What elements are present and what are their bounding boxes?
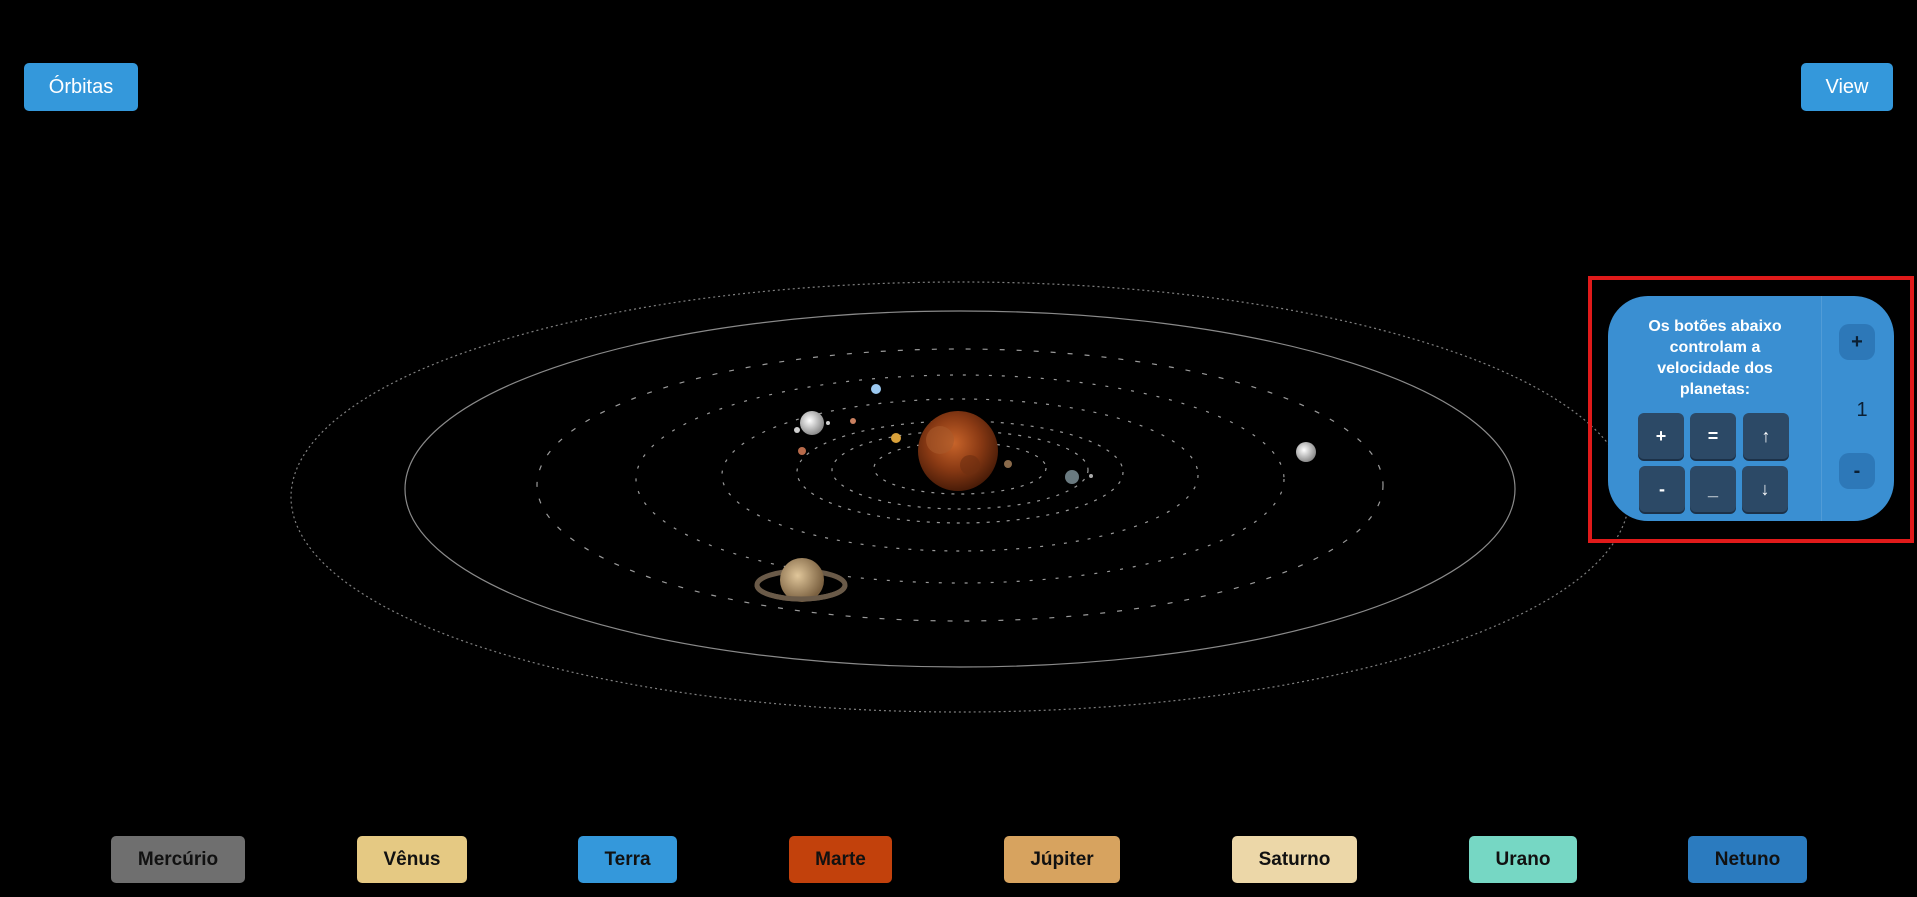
- decrease-speed-button[interactable]: -: [1839, 453, 1875, 489]
- moon: [826, 421, 830, 425]
- planet-button-uranus[interactable]: Urano: [1469, 836, 1577, 883]
- neptune: [1296, 442, 1316, 462]
- speed-description: Os botões abaixo controlam a velocidade …: [1648, 318, 1782, 398]
- planet-button-neptune[interactable]: Netuno: [1688, 836, 1807, 883]
- planet-button-saturn[interactable]: Saturno: [1232, 836, 1357, 883]
- planet-button-earth[interactable]: Terra: [578, 836, 677, 883]
- planet: [794, 427, 800, 433]
- orbits-button[interactable]: Órbitas: [24, 63, 138, 111]
- speed-value: 1: [1856, 399, 1868, 421]
- key-equals[interactable]: =: [1690, 413, 1736, 459]
- orbit-ring: [290, 281, 1630, 713]
- orbit-ring: [536, 348, 1384, 622]
- key-arrow-up[interactable]: ↑: [1743, 413, 1789, 459]
- planet-button-mars[interactable]: Marte: [789, 836, 892, 883]
- orbit-ring: [721, 398, 1199, 552]
- orbit-ring: [635, 374, 1285, 584]
- venus: [891, 433, 901, 443]
- uranus: [871, 384, 881, 394]
- planet-button-venus[interactable]: Vênus: [357, 836, 467, 883]
- panel-divider: [1821, 296, 1822, 521]
- moon: [1089, 474, 1093, 478]
- planet-button-mercury[interactable]: Mercúrio: [111, 836, 245, 883]
- planet: [850, 418, 856, 424]
- key-minus[interactable]: -: [1639, 466, 1685, 512]
- saturn: [754, 558, 848, 602]
- increase-speed-button[interactable]: +: [1839, 324, 1875, 360]
- orbit-ring: [404, 310, 1516, 668]
- mercury: [1004, 460, 1012, 468]
- mars: [798, 447, 806, 455]
- key-underscore[interactable]: _: [1690, 466, 1736, 512]
- planet-button-jupiter[interactable]: Júpiter: [1004, 836, 1120, 883]
- orbit-ring: [796, 420, 1124, 524]
- sun: [918, 411, 998, 491]
- speed-panel-highlight: [1588, 276, 1914, 543]
- jupiter: [800, 411, 824, 435]
- key-plus[interactable]: +: [1638, 413, 1684, 459]
- earth: [1065, 470, 1079, 484]
- view-button[interactable]: View: [1801, 63, 1893, 111]
- key-arrow-down[interactable]: ↓: [1742, 466, 1788, 512]
- speed-control-panel: Os botões abaixo controlam a velocidade …: [1608, 296, 1894, 521]
